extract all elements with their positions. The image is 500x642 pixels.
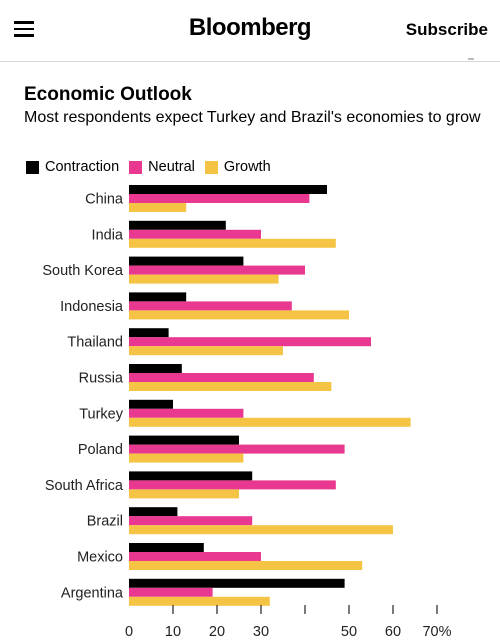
category-label-south-africa: South Africa [45,478,124,494]
bar-argentina-growth [129,596,270,606]
category-label-turkey: Turkey [79,406,124,422]
header-divider [0,61,500,62]
bar-russia-growth [129,382,332,391]
legend-item-contraction: Contraction [26,159,119,175]
legend-label-growth: Growth [223,159,271,175]
bar-south-africa-contraction [129,471,253,481]
category-label-china: China [85,192,124,208]
x-tick-label-70: 70% [422,624,451,640]
bar-south-korea-neutral [129,265,305,275]
bar-turkey-growth [129,417,411,427]
x-tick-label-20: 20 [209,624,225,640]
category-label-mexico: Mexico [77,550,123,566]
bar-poland-growth [129,453,244,463]
bar-china-neutral [129,194,310,203]
legend-item-growth: Growth [204,159,271,175]
legend-label-contraction: Contraction [45,159,120,175]
bar-china-contraction [129,185,327,194]
bar-south-africa-neutral [129,480,336,490]
chart-subtitle: Most respondents expect Turkey and Brazi… [24,109,481,126]
legend-label-neutral: Neutral [148,159,195,175]
bar-mexico-contraction [129,543,204,552]
bar-russia-neutral [129,373,314,382]
category-label-russia: Russia [79,371,124,387]
x-tick-label-30: 30 [253,624,269,640]
bar-turkey-neutral [129,408,244,418]
bar-china-growth [129,203,187,212]
bar-brazil-growth [129,525,393,535]
legend-swatch-contraction [26,160,39,174]
bar-indonesia-growth [129,310,349,320]
bar-russia-contraction [129,364,182,373]
bar-brazil-neutral [129,516,253,526]
legend-swatch-growth [204,160,218,174]
bar-indonesia-contraction [129,292,187,302]
x-tick-label-0: 0 [125,624,133,640]
category-label-south-korea: South Korea [42,263,124,279]
bar-thailand-neutral [129,337,371,347]
bar-india-growth [129,238,336,248]
x-tick-label-50: 50 [341,624,357,640]
bar-thailand-growth [129,346,283,356]
chart-title: Economic Outlook [24,84,192,105]
category-label-argentina: Argentina [61,585,124,601]
bar-poland-neutral [129,444,345,454]
bar-south-korea-growth [129,274,279,284]
bar-thailand-contraction [129,328,169,338]
bar-poland-contraction [129,435,239,445]
category-label-thailand: Thailand [67,335,123,351]
category-label-brazil: Brazil [87,514,123,530]
bar-india-contraction [129,220,226,230]
bar-argentina-contraction [129,578,345,588]
subscribe-button[interactable]: Subscribe [405,20,488,39]
bar-india-neutral [129,229,261,239]
bar-turkey-contraction [129,399,173,409]
bar-mexico-neutral [129,552,261,561]
x-tick-label-60: 60 [385,624,401,640]
category-label-india: India [92,227,124,243]
scroll-indicator [468,58,474,60]
legend-swatch-neutral [129,160,143,174]
x-tick-label-10: 10 [165,624,181,640]
chart-legend: Contraction Neutral Growth [26,158,281,176]
hamburger-menu-icon[interactable] [14,21,34,37]
category-label-poland: Poland [78,442,123,458]
bar-argentina-neutral [129,587,213,597]
bar-mexico-growth [129,561,363,570]
bar-indonesia-neutral [129,301,292,311]
bar-south-africa-growth [129,489,239,499]
category-label-indonesia: Indonesia [60,299,124,315]
legend-item-neutral: Neutral [129,159,195,175]
bar-brazil-contraction [129,507,178,517]
bar-south-korea-contraction [129,256,244,266]
